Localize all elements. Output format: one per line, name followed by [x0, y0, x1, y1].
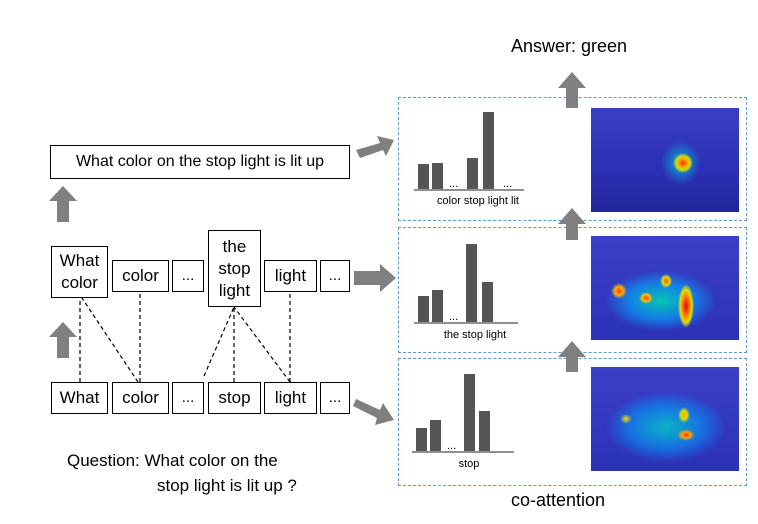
- up-arrow-word-to-phrase: [49, 322, 77, 358]
- phrase-stop-word: stop: [218, 258, 251, 278]
- connector-color-what: [81, 297, 139, 383]
- panel-2-caption: the stop light: [443, 329, 507, 341]
- word-what: What: [51, 382, 108, 414]
- arrow-group: [49, 72, 586, 425]
- panel-2-bar-2: [432, 290, 443, 322]
- attention-map-sentence: [591, 108, 739, 212]
- attention-map-word: [591, 367, 739, 471]
- panel-2-bar-4: [482, 282, 493, 322]
- panel-3-caption: stop: [458, 458, 480, 470]
- word-color-text: color: [122, 388, 159, 407]
- panel-3-bar-4: [479, 411, 490, 451]
- phrase-light-word: light: [218, 280, 251, 300]
- sentence-box: What color on the stop light is lit up: [50, 145, 350, 179]
- phrase-the-word: the: [222, 236, 247, 256]
- up-arrow-panel-1: [558, 208, 586, 240]
- panel-1-ellipsis-1: ...: [449, 178, 458, 190]
- word-light-text: light: [274, 388, 307, 407]
- phrase-light: light: [264, 260, 317, 292]
- arrow-sentence-to-panel: [356, 136, 394, 158]
- arrow-word-to-panel: [353, 399, 394, 425]
- up-arrow-phrase-to-sentence: [49, 186, 77, 222]
- phrase-ellipsis-1-text: ...: [181, 267, 195, 284]
- panel-1-bar-3: [467, 158, 478, 189]
- phrase-color: color: [112, 260, 169, 292]
- word-ellipsis-1-text: ...: [181, 389, 195, 406]
- panel-2-bar-1: [418, 296, 429, 322]
- panel-3-bar-1: [416, 428, 427, 451]
- word-ellipsis-2: ...: [320, 382, 350, 414]
- connector-gap-stop: [203, 306, 235, 377]
- chart-ellipses: ... ... ... ...: [447, 178, 512, 452]
- panel-3-bar-3: [464, 374, 475, 451]
- word-what-text: What: [59, 388, 100, 407]
- attention-map-phrase: [591, 236, 739, 340]
- panel-2-ellipsis-1: ...: [449, 311, 458, 323]
- question-line-2: stop light is lit up ?: [157, 476, 297, 495]
- panel-1-caption: color stop light lit: [437, 195, 519, 207]
- phrase-color-text: color: [122, 266, 159, 285]
- phrase-the-stop-light: the stop light: [208, 230, 261, 307]
- panel-3-ellipsis-1: ...: [447, 440, 456, 452]
- word-ellipsis-1: ...: [172, 382, 204, 414]
- phrase-what-word: What: [59, 251, 100, 270]
- answer-text: Answer: green: [511, 36, 628, 56]
- phrase-ellipsis-1: ...: [172, 260, 204, 292]
- connector-light-stop: [233, 306, 291, 383]
- panel-1-bar-2: [432, 163, 443, 189]
- panel-1-bar-1: [418, 164, 429, 189]
- word-ellipsis-2-text: ...: [328, 389, 342, 406]
- phrase-light-text: light: [274, 266, 307, 285]
- word-light: light: [264, 382, 317, 414]
- chart-baselines: [412, 189, 524, 453]
- phrase-ellipsis-2-text: ...: [328, 267, 342, 284]
- phrase-color-word: color: [61, 273, 98, 292]
- up-arrow-answer: [558, 72, 586, 108]
- word-color: color: [112, 382, 169, 414]
- up-arrow-panel-2: [558, 341, 586, 372]
- panel-1-bar-4: [483, 112, 494, 189]
- bar-charts: [416, 112, 494, 451]
- panel-2-bar-3: [466, 244, 477, 322]
- sentence-text: What color on the stop light is lit up: [75, 153, 325, 170]
- panel-1-ellipsis-2: ...: [503, 178, 512, 190]
- phrase-what-color: What color: [51, 246, 108, 298]
- word-stop: stop: [208, 382, 261, 414]
- question-line-1: Question: What color on the: [67, 451, 278, 470]
- phrase-connectors: [79, 292, 291, 383]
- panel-3-bar-2: [430, 420, 441, 451]
- arrow-phrase-to-panel: [354, 264, 396, 292]
- coattention-label: co-attention: [511, 490, 606, 510]
- phrase-ellipsis-2: ...: [320, 260, 350, 292]
- word-stop-text: stop: [218, 388, 251, 407]
